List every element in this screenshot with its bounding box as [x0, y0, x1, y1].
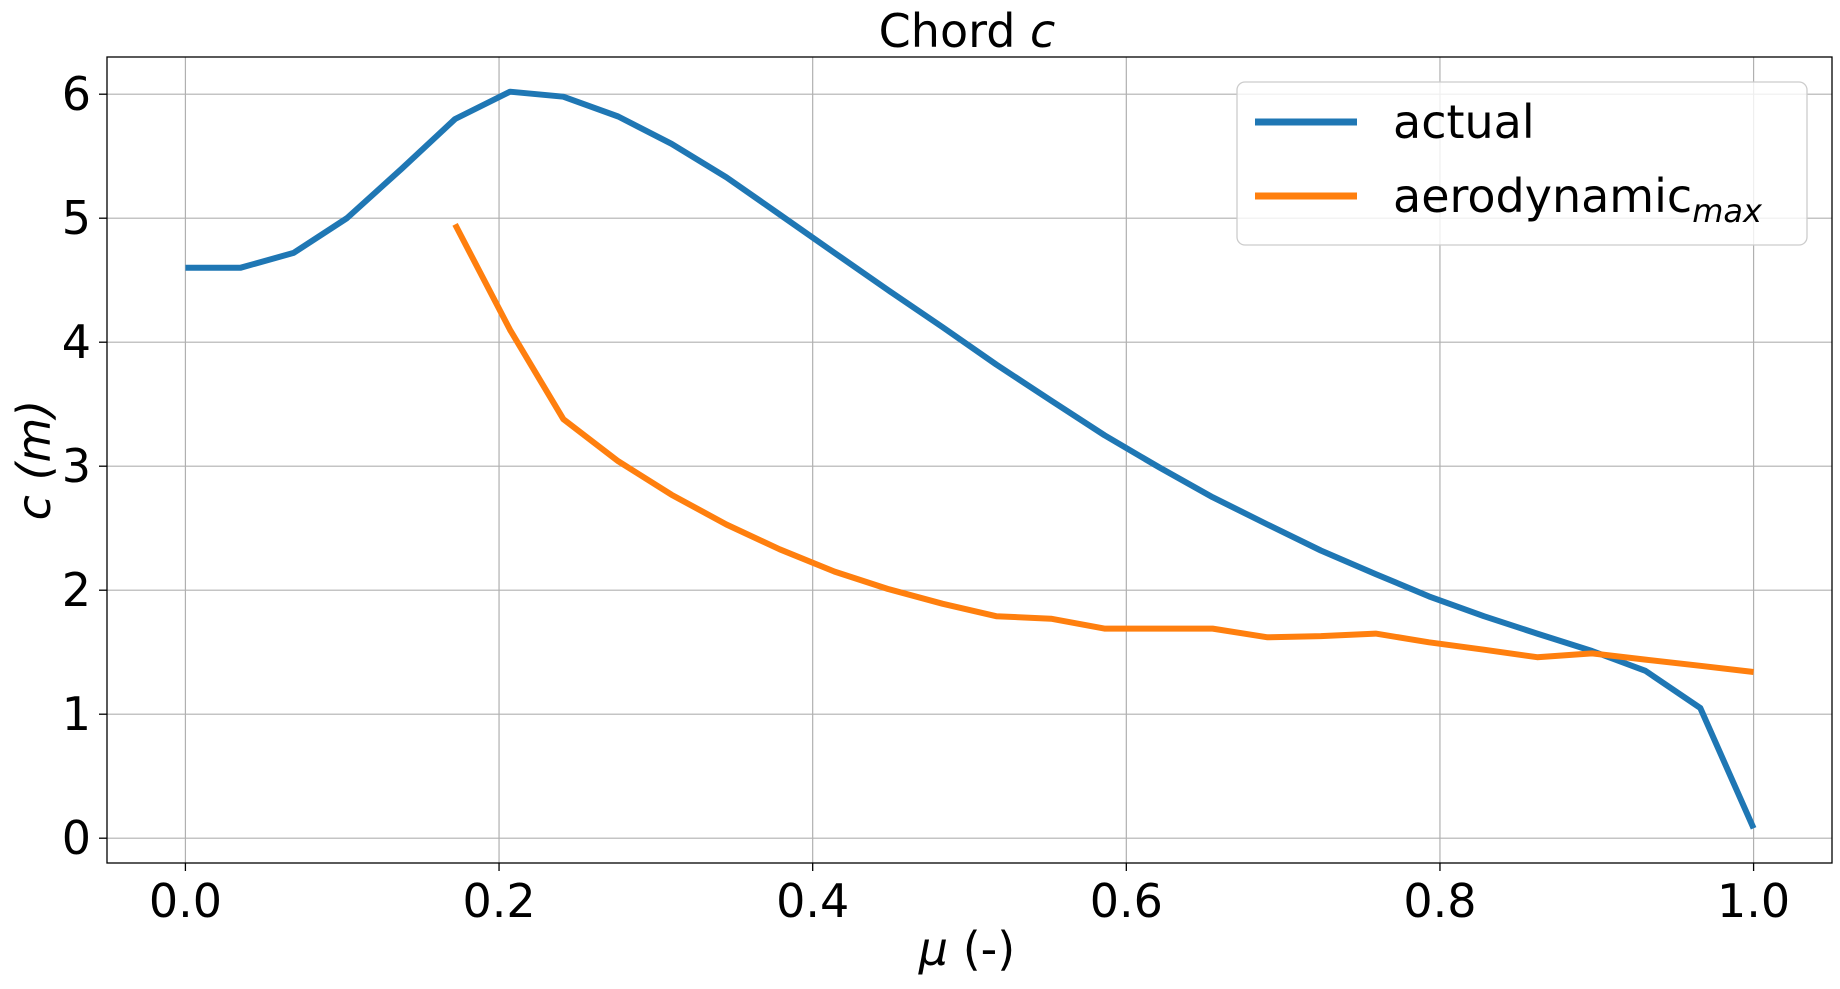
- legend-label-aerodynamic-main: aerodynamic: [1393, 169, 1692, 223]
- series-line-actual: [185, 88, 1757, 830]
- chart-title: Chord c: [879, 4, 1056, 58]
- x-tick-label: 0.2: [462, 874, 535, 928]
- x-tick-label: 0.4: [776, 874, 849, 928]
- chart-title-symbol: c: [1030, 4, 1055, 58]
- y-axis-label: c (m): [7, 400, 61, 521]
- x-tick-label: 1.0: [1717, 874, 1790, 928]
- legend-label-max-subscript: max: [1692, 192, 1763, 230]
- x-tick-label: 0.8: [1403, 874, 1476, 928]
- chart-title-prefix: Chord: [879, 4, 1030, 58]
- y-tick-label: 5: [62, 191, 91, 245]
- y-tick-label: 4: [62, 315, 91, 369]
- x-axis-label: μ (-): [918, 922, 1015, 976]
- y-tick-label: 0: [62, 811, 91, 865]
- legend-box: [1236, 81, 1808, 246]
- plot-frame: [106, 56, 1833, 864]
- series-line-aerodynamic-max: [452, 223, 1754, 675]
- y-tick-label: 1: [62, 687, 91, 741]
- x-tick-label: 0.0: [149, 874, 222, 928]
- legend-label-aerodynamic-max: aerodynamicmax: [1393, 169, 1763, 230]
- legend: actual aerodynamicmax: [1236, 81, 1808, 246]
- legend-label-actual-main: actual: [1393, 95, 1535, 149]
- x-axis-label-suffix: (-): [948, 922, 1015, 976]
- axis-ticks: 0.0 0.2 0.4 0.6 0.8 1.0 0 1 2 3 4 5 6: [62, 67, 1790, 928]
- series-lines: [185, 88, 1757, 830]
- y-tick-label: 3: [62, 439, 91, 493]
- x-tick-label: 0.6: [1090, 874, 1163, 928]
- y-tick-label: 6: [62, 67, 91, 121]
- y-tick-label: 2: [62, 563, 91, 617]
- legend-label-actual: actual: [1393, 95, 1535, 149]
- x-axis-label-symbol: μ: [918, 922, 948, 976]
